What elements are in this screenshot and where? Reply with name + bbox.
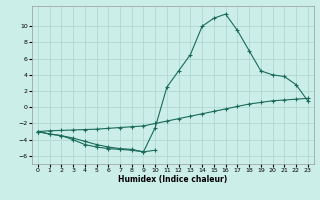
- X-axis label: Humidex (Indice chaleur): Humidex (Indice chaleur): [118, 175, 228, 184]
